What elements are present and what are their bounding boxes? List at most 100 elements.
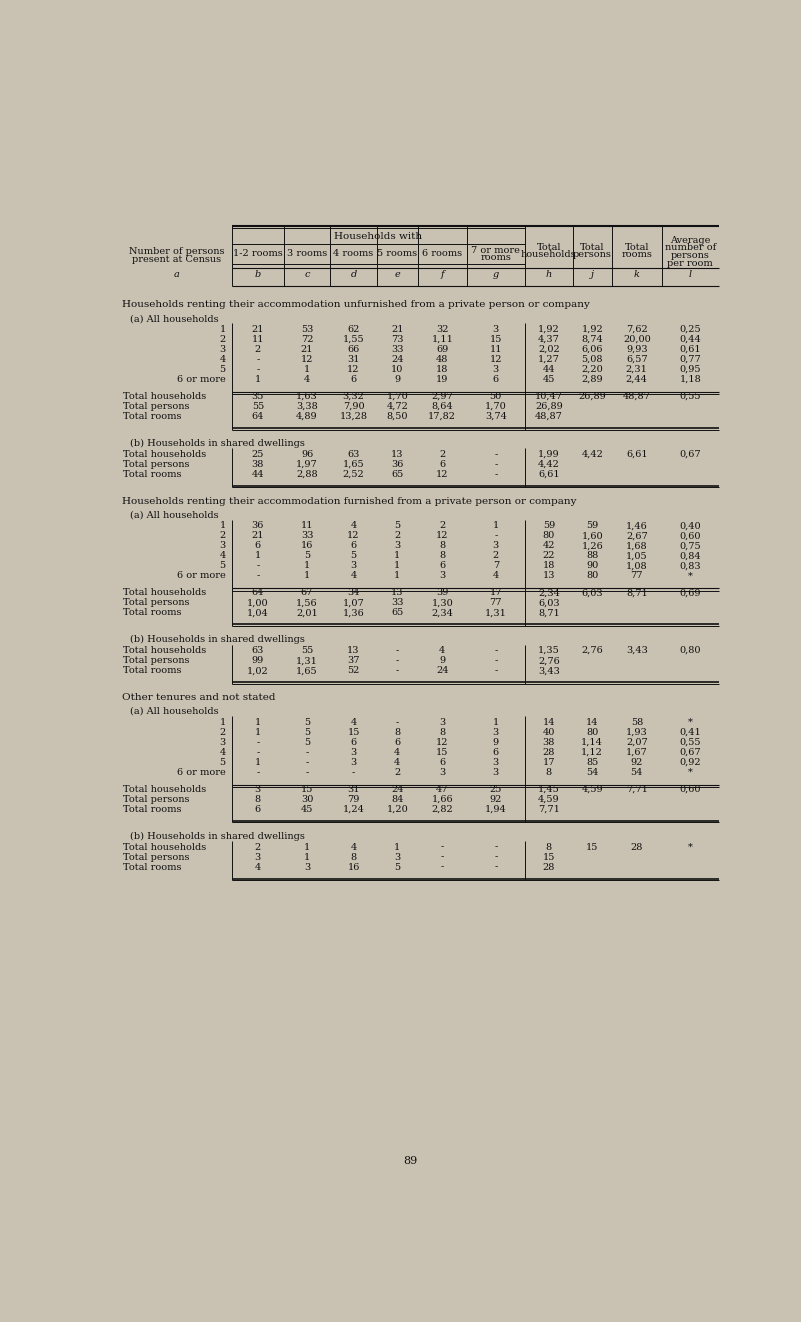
Text: 4: 4 <box>350 718 356 727</box>
Text: -: - <box>494 853 497 862</box>
Text: 1: 1 <box>219 521 226 530</box>
Text: 2: 2 <box>493 551 499 561</box>
Text: 4,42: 4,42 <box>582 449 603 459</box>
Text: 18: 18 <box>542 562 555 571</box>
Text: c: c <box>304 271 310 279</box>
Text: 64: 64 <box>252 412 264 422</box>
Text: 65: 65 <box>391 469 404 479</box>
Text: 3: 3 <box>304 862 310 871</box>
Text: 5: 5 <box>351 551 356 561</box>
Text: j: j <box>591 271 594 279</box>
Text: 1,92: 1,92 <box>582 325 603 334</box>
Text: 47: 47 <box>436 785 449 793</box>
Text: 1,66: 1,66 <box>432 795 453 804</box>
Text: 39: 39 <box>436 588 449 598</box>
Text: -: - <box>441 853 444 862</box>
Text: l: l <box>689 271 692 279</box>
Text: 50: 50 <box>489 393 502 401</box>
Text: 1: 1 <box>255 758 261 767</box>
Text: 17: 17 <box>489 588 502 598</box>
Text: 42: 42 <box>542 542 555 550</box>
Text: 67: 67 <box>301 588 313 598</box>
Text: Total households: Total households <box>123 588 207 598</box>
Text: 2,01: 2,01 <box>296 608 318 617</box>
Text: 1,60: 1,60 <box>582 531 603 541</box>
Text: 34: 34 <box>348 588 360 598</box>
Text: 4,59: 4,59 <box>582 785 603 793</box>
Text: persons: persons <box>671 251 710 260</box>
Text: k: k <box>634 271 640 279</box>
Text: 26,89: 26,89 <box>535 402 563 411</box>
Text: 15: 15 <box>436 748 449 756</box>
Text: 21: 21 <box>391 325 404 334</box>
Text: 18: 18 <box>436 365 449 374</box>
Text: 6 or more: 6 or more <box>177 571 226 580</box>
Text: Total households: Total households <box>123 785 207 793</box>
Text: 3,38: 3,38 <box>296 402 318 411</box>
Text: 84: 84 <box>391 795 404 804</box>
Text: 1,31: 1,31 <box>296 656 318 665</box>
Text: 7: 7 <box>493 562 499 571</box>
Text: 0,80: 0,80 <box>679 646 701 656</box>
Text: 2,76: 2,76 <box>582 646 603 656</box>
Text: Households renting their accommodation furnished from a private person or compan: Households renting their accommodation f… <box>122 497 577 506</box>
Text: 30: 30 <box>301 795 313 804</box>
Text: 1,92: 1,92 <box>538 325 560 334</box>
Text: 1,55: 1,55 <box>343 334 364 344</box>
Text: 38: 38 <box>542 738 555 747</box>
Text: 7,71: 7,71 <box>538 805 560 814</box>
Text: 40: 40 <box>542 728 555 736</box>
Text: 0,77: 0,77 <box>679 356 701 364</box>
Text: 12: 12 <box>348 531 360 541</box>
Text: 24: 24 <box>391 356 404 364</box>
Text: 6: 6 <box>493 375 499 385</box>
Text: 58: 58 <box>630 718 643 727</box>
Text: 5: 5 <box>219 758 226 767</box>
Text: *: * <box>688 768 693 777</box>
Text: -: - <box>494 656 497 665</box>
Text: 55: 55 <box>252 402 264 411</box>
Text: 1,26: 1,26 <box>582 542 603 550</box>
Text: 2,44: 2,44 <box>626 375 648 385</box>
Text: 11: 11 <box>252 334 264 344</box>
Text: 0,67: 0,67 <box>679 449 701 459</box>
Text: 1,65: 1,65 <box>343 460 364 469</box>
Text: 63: 63 <box>348 449 360 459</box>
Text: 72: 72 <box>301 334 313 344</box>
Text: persons: persons <box>573 250 612 259</box>
Text: -: - <box>396 718 399 727</box>
Text: 2,89: 2,89 <box>582 375 603 385</box>
Text: 2,88: 2,88 <box>296 469 318 479</box>
Text: 1,18: 1,18 <box>679 375 701 385</box>
Text: Total rooms: Total rooms <box>123 412 182 422</box>
Text: 0,61: 0,61 <box>679 345 701 354</box>
Text: 1,94: 1,94 <box>485 805 507 814</box>
Text: 1,63: 1,63 <box>296 393 318 401</box>
Text: Total persons: Total persons <box>123 656 190 665</box>
Text: -: - <box>494 646 497 656</box>
Text: 59: 59 <box>586 521 598 530</box>
Text: 1,70: 1,70 <box>485 402 507 411</box>
Text: 6,03: 6,03 <box>582 588 603 598</box>
Text: 12: 12 <box>436 531 449 541</box>
Text: b: b <box>255 271 261 279</box>
Text: 2,34: 2,34 <box>538 588 560 598</box>
Text: 59: 59 <box>543 521 555 530</box>
Text: -: - <box>256 748 260 756</box>
Text: 12: 12 <box>436 469 449 479</box>
Text: 1,35: 1,35 <box>538 646 560 656</box>
Text: Total households: Total households <box>123 842 207 851</box>
Text: 4,89: 4,89 <box>296 412 318 422</box>
Text: 1: 1 <box>493 718 499 727</box>
Text: 6,06: 6,06 <box>582 345 603 354</box>
Text: 1,24: 1,24 <box>343 805 364 814</box>
Text: 2: 2 <box>439 521 445 530</box>
Text: 32: 32 <box>436 325 449 334</box>
Text: 3: 3 <box>350 562 356 571</box>
Text: 1,65: 1,65 <box>296 666 318 676</box>
Text: 2,67: 2,67 <box>626 531 648 541</box>
Text: 12: 12 <box>489 356 502 364</box>
Text: 6,61: 6,61 <box>538 469 560 479</box>
Text: 8,64: 8,64 <box>432 402 453 411</box>
Text: 1,68: 1,68 <box>626 542 648 550</box>
